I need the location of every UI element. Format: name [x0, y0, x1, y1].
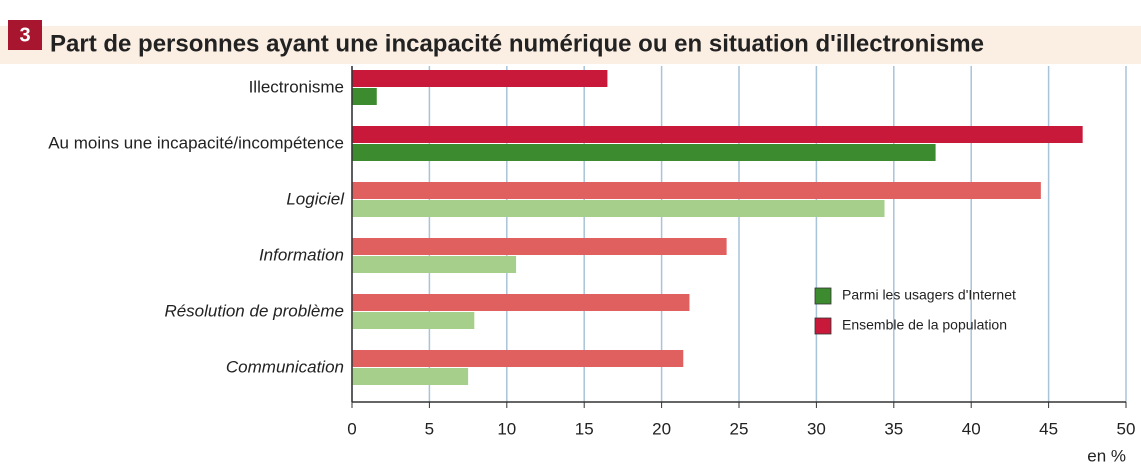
- legend-label: Parmi les usagers d'Internet: [842, 287, 1016, 303]
- bar: [352, 238, 727, 255]
- x-tick-label: 35: [884, 419, 903, 438]
- bar: [352, 312, 475, 329]
- bar: [352, 350, 684, 367]
- badge: 3: [19, 24, 30, 46]
- legend-label: Ensemble de la population: [842, 317, 1007, 333]
- bar: [352, 182, 1041, 199]
- chart-title: Part de personnes ayant une incapacité n…: [50, 30, 984, 57]
- bar: [352, 144, 936, 161]
- y-tick-label: Information: [259, 245, 344, 264]
- x-tick-label: 30: [807, 419, 826, 438]
- legend-swatch: [814, 287, 832, 305]
- y-tick-label: Illectronisme: [249, 77, 344, 96]
- y-tick-label: Communication: [226, 357, 344, 376]
- bar: [352, 368, 469, 385]
- x-tick-label: 50: [1117, 419, 1136, 438]
- bar: [352, 256, 517, 273]
- bar: [352, 88, 377, 105]
- x-tick-label: 45: [1039, 419, 1058, 438]
- x-tick-label: 10: [497, 419, 516, 438]
- legend-swatch: [814, 317, 832, 335]
- x-tick-label: 25: [730, 419, 749, 438]
- x-tick-label: 15: [575, 419, 594, 438]
- y-tick-label: Au moins une incapacité/incompétence: [48, 133, 344, 152]
- title-band: [0, 26, 1141, 64]
- bar: [352, 70, 608, 87]
- x-tick-label: 5: [425, 419, 434, 438]
- y-tick-label: Résolution de problème: [164, 301, 344, 320]
- x-tick-label: 20: [652, 419, 671, 438]
- bar: [352, 294, 690, 311]
- x-axis-label: en %: [1087, 446, 1126, 465]
- badge-box: [8, 20, 42, 50]
- y-tick-label: Logiciel: [286, 189, 345, 208]
- x-tick-label: 40: [962, 419, 981, 438]
- x-tick-label: 0: [347, 419, 356, 438]
- bar: [352, 200, 885, 217]
- bar: [352, 126, 1083, 143]
